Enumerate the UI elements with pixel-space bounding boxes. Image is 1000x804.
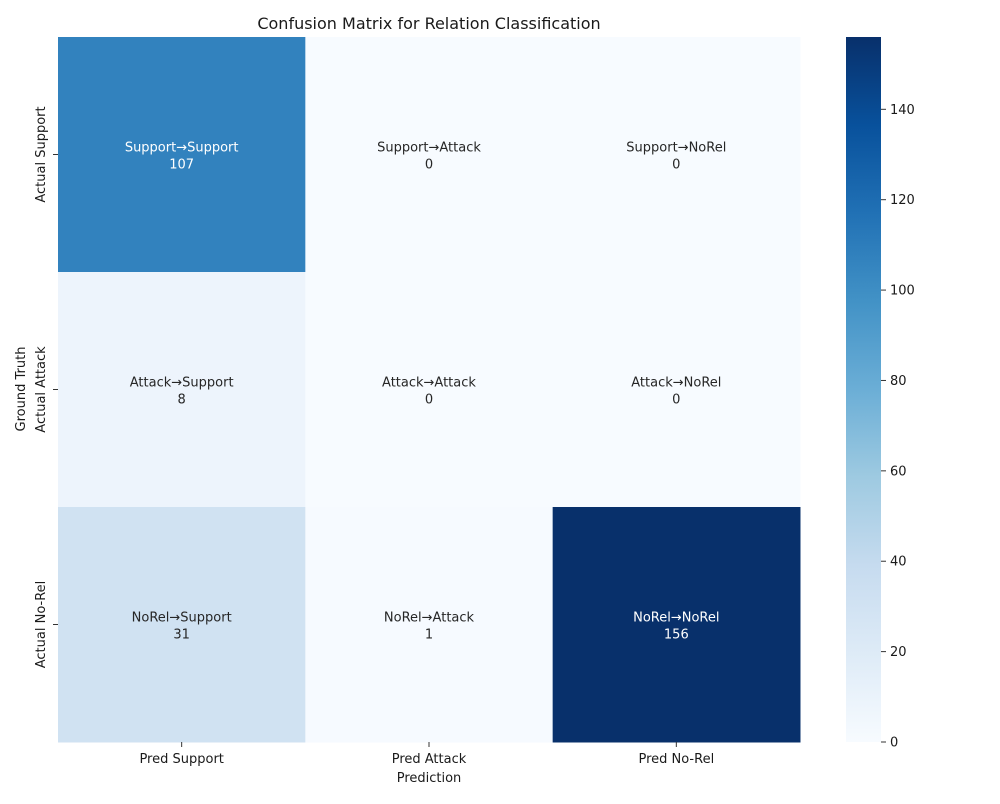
heatmap-cell [552, 37, 801, 273]
cell-value: 0 [425, 158, 433, 173]
cell-value: 8 [178, 393, 186, 408]
heatmap-cell [305, 507, 554, 743]
heatmap-cell [58, 37, 306, 273]
heatmap-cells: Support→Support 107 Support→Attack 0 Support… [58, 37, 801, 743]
cell-label: NoRel→Support [132, 611, 232, 626]
y-axis: Actual Support Actual Attack Actual No-Rel [34, 106, 58, 668]
cell-label: NoRel→NoRel [633, 611, 719, 626]
heatmap-cell [552, 507, 801, 743]
y-axis-label: Ground Truth [14, 347, 29, 432]
heatmap-cell [58, 507, 306, 743]
cell-value: 156 [664, 628, 689, 643]
cell-label: Support→Attack [377, 141, 481, 156]
cell-label: Attack→Attack [382, 376, 476, 391]
cell-label: Support→NoRel [626, 141, 726, 156]
colorbar-tick-label: 40 [890, 555, 907, 570]
x-axis: Pred Support Pred Attack Pred No-Rel [139, 742, 714, 767]
y-tick-label: Actual No-Rel [34, 581, 49, 669]
cell-label: Attack→NoRel [631, 376, 721, 391]
y-tick-label: Actual Attack [34, 346, 49, 433]
x-tick-label: Pred Support [139, 752, 223, 767]
colorbar-tick-label: 120 [890, 193, 915, 208]
colorbar: 0 20 40 60 80 100 120 140 [846, 37, 915, 751]
cell-label: NoRel→Attack [384, 611, 475, 626]
cell-value: 1 [425, 628, 433, 643]
colorbar-tick-label: 20 [890, 645, 907, 660]
colorbar-tick-label: 140 [890, 103, 915, 118]
colorbar-tick-label: 100 [890, 284, 915, 299]
colorbar-tick-label: 80 [890, 374, 907, 389]
x-axis-label: Prediction [397, 771, 462, 786]
cell-value: 0 [425, 393, 433, 408]
cell-value: 31 [173, 628, 190, 643]
x-tick-label: Pred Attack [392, 752, 467, 767]
heatmap-cell [305, 272, 554, 508]
cell-label: Attack→Support [130, 376, 234, 391]
y-tick-label: Actual Support [34, 106, 49, 202]
cell-label: Support→Support [125, 141, 239, 156]
colorbar-tick-label: 0 [890, 736, 898, 751]
chart-title: Confusion Matrix for Relation Classifica… [257, 14, 600, 33]
cell-value: 0 [672, 393, 680, 408]
colorbar-tick-label: 60 [890, 464, 907, 479]
heatmap-cell [552, 272, 801, 508]
cell-value: 0 [672, 158, 680, 173]
heatmap-cell [58, 272, 306, 508]
colorbar-gradient [846, 37, 881, 742]
heatmap-cell [305, 37, 554, 273]
x-tick-label: Pred No-Rel [638, 752, 714, 767]
cell-value: 107 [169, 158, 194, 173]
